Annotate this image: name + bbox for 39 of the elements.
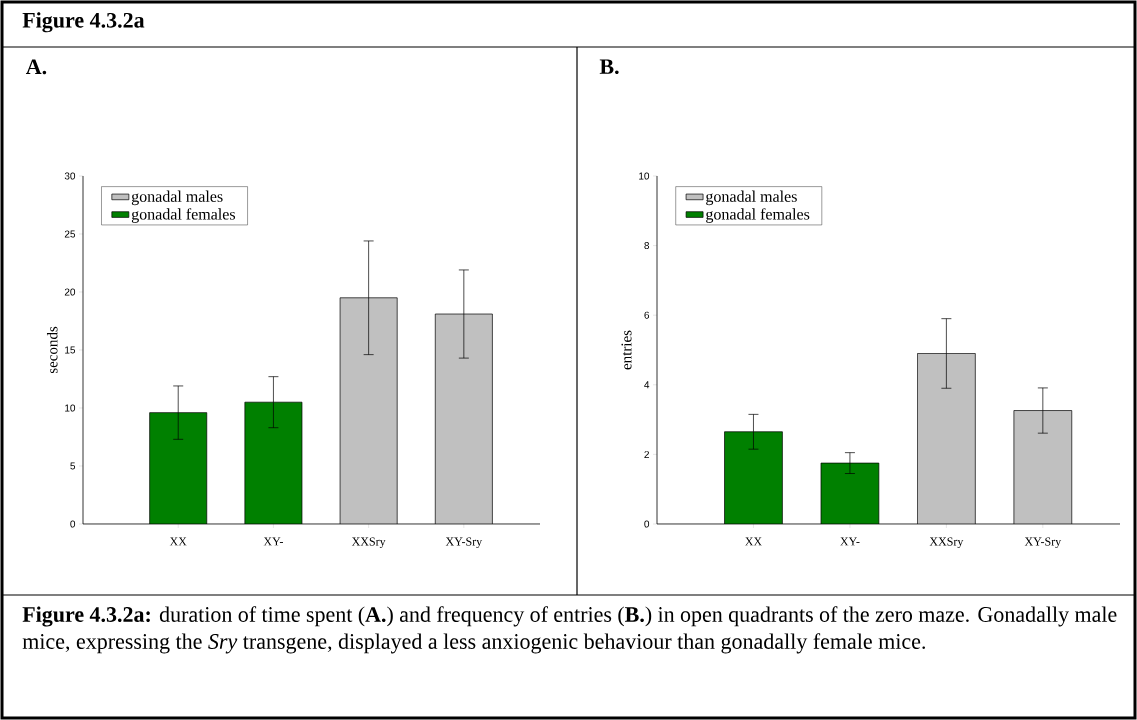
bar: [434, 313, 493, 524]
y-tick-label: 10: [639, 172, 650, 180]
y-tick-label: 6: [644, 311, 650, 319]
bar: [820, 462, 880, 524]
x-tick-label: XXSry: [929, 537, 964, 549]
y-axis-title: entries: [621, 330, 632, 370]
y-tick-label: 15: [65, 346, 76, 354]
text: Figure 4.3.2a: duration of time spent (A.) and frequency of entries (B.) in open quadrants of the zero maze. Gonadally male mice, expressing the Sry transgene, displayed a less anxiogenic behaviour than gonadally female mice.: [22, 606, 1117, 654]
x-tick-label: XY-: [263, 537, 283, 546]
bar: [724, 431, 783, 524]
legend-label: gonadal females: [131, 208, 236, 223]
y-tick-label: 30: [64, 172, 76, 180]
y-axis-title: seconds: [46, 326, 58, 374]
chart-title: A.: [25, 59, 47, 75]
y-tick-label: 5: [70, 462, 76, 470]
y-tick-label: 8: [644, 242, 650, 250]
x-tick-label: XXSry: [351, 537, 386, 549]
y-tick-label: 0: [70, 520, 76, 528]
y-tick-label: 4: [644, 381, 650, 389]
x-tick-label: XY-: [840, 537, 860, 546]
legend-label: gonadal males: [131, 190, 223, 206]
y-tick-label: 20: [64, 288, 76, 296]
y-tick-label: 25: [64, 230, 76, 238]
y-tick-label: 0: [644, 520, 650, 528]
legend-label: gonadal males: [706, 190, 797, 206]
legend-label: gonadal females: [706, 208, 810, 223]
y-tick-label: 10: [65, 404, 76, 412]
x-tick-label: XY-Sry: [445, 537, 483, 549]
caption: Figure 4.3.2a: [22, 12, 145, 33]
bar: [339, 297, 398, 524]
bar: [1013, 410, 1073, 524]
y-tick-label: 2: [644, 450, 649, 458]
bar: [149, 412, 208, 524]
x-tick-label: XY-Sry: [1024, 537, 1062, 549]
bar: [244, 401, 303, 524]
chart-title: B.: [599, 59, 619, 75]
bar: [917, 353, 976, 524]
x-tick-label: XX: [745, 537, 762, 546]
x-tick-label: XX: [169, 537, 187, 546]
